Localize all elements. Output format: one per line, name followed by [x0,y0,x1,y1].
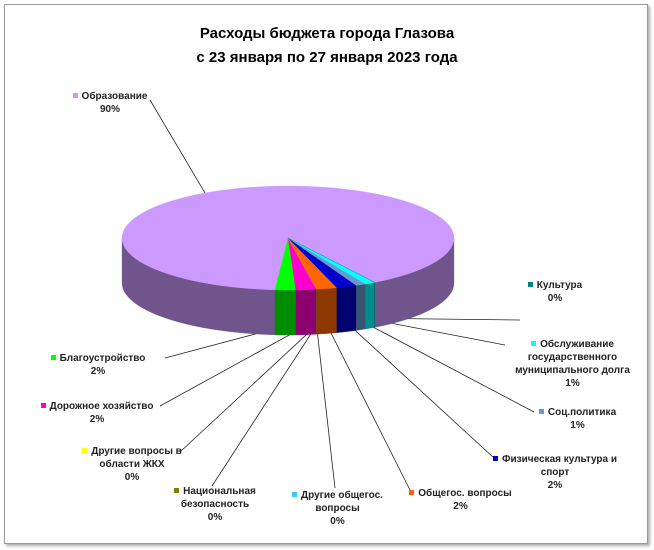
category-label: Физическая культура и спорт [501,454,617,478]
data-label: Общегос. вопросы 2% [398,487,523,513]
value-label: 0% [207,512,223,523]
data-label: Образование 90% [55,90,165,116]
legend-marker [82,448,88,453]
data-label: Другие вопросы в области ЖКХ 0% [72,445,192,484]
legend-marker [531,341,537,346]
category-label: Благоустройство [59,353,146,364]
legend-marker [50,355,56,360]
value-label: 1% [570,420,585,431]
value-label: 2% [89,414,105,425]
legend-marker [409,490,415,495]
leader-line [346,322,495,459]
data-label: Физическая культура и спорт 2% [485,453,625,492]
leader-line [211,325,317,487]
slice [121,185,455,290]
data-label: Благоустройство 2% [28,352,168,378]
leader-line [326,324,413,495]
data-label: Другие общегос. вопросы 0% [280,489,395,528]
category-label: Другие общегос. вопросы [301,490,383,514]
value-label: 2% [90,366,106,377]
data-label: Дорожное хозяйство 2% [22,400,172,426]
value-label: 0% [330,516,345,527]
category-label: Национальная безопасность [180,486,256,510]
legend-marker [292,492,298,497]
category-label: Общегос. вопросы [418,488,512,499]
legend-marker [538,409,544,414]
leader-line [316,325,336,489]
category-label: Другие вопросы в области ЖКХ [91,446,182,470]
value-label: 2% [453,501,468,512]
chart-subtitle: с 23 января по 27 января 2023 года [196,49,458,66]
value-label: 1% [565,378,580,389]
data-label: Соц.политика 1% [530,406,625,432]
legend-marker [492,456,498,461]
slice-side [356,283,366,331]
category-label: Соц.политика [547,407,617,418]
slice-side [316,287,337,335]
chart-title: Расходы бюджета города Глазова [200,25,455,42]
value-label: 90% [99,104,120,115]
leader-line [179,324,317,453]
leader-line [149,99,206,194]
layer [121,185,455,291]
legend-marker [527,282,533,287]
legend-marker [174,488,180,493]
leader-line [159,325,307,407]
legend-marker [40,403,46,408]
value-label: 2% [547,480,563,491]
value-label: 0% [124,472,140,483]
value-label: 0% [547,293,563,304]
layer [121,237,455,336]
slice-side [274,289,296,336]
category-label: Дорожное хозяйство [49,401,154,412]
data-label: Национальная безопасность 0% [160,485,270,524]
data-label: Обслуживание государственного муниципаль… [505,338,640,390]
leader-line [360,320,535,413]
category-label: Образование [81,91,148,102]
slice-side [295,289,317,336]
legend-marker [72,93,78,98]
category-label: Культура [536,280,583,291]
category-label: Обслуживание государственного муниципаль… [515,339,630,376]
slice-side [336,285,357,333]
slice-side [365,282,375,330]
data-label: Культура 0% [520,279,590,305]
